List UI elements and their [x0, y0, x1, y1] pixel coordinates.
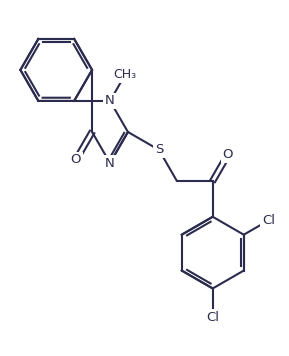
Text: O: O	[71, 153, 81, 166]
Text: N: N	[105, 157, 115, 169]
Text: O: O	[223, 148, 233, 161]
Text: N: N	[105, 94, 115, 108]
Text: Cl: Cl	[206, 311, 219, 324]
Text: CH₃: CH₃	[114, 68, 137, 81]
Text: Cl: Cl	[262, 214, 275, 227]
Text: S: S	[155, 143, 163, 156]
